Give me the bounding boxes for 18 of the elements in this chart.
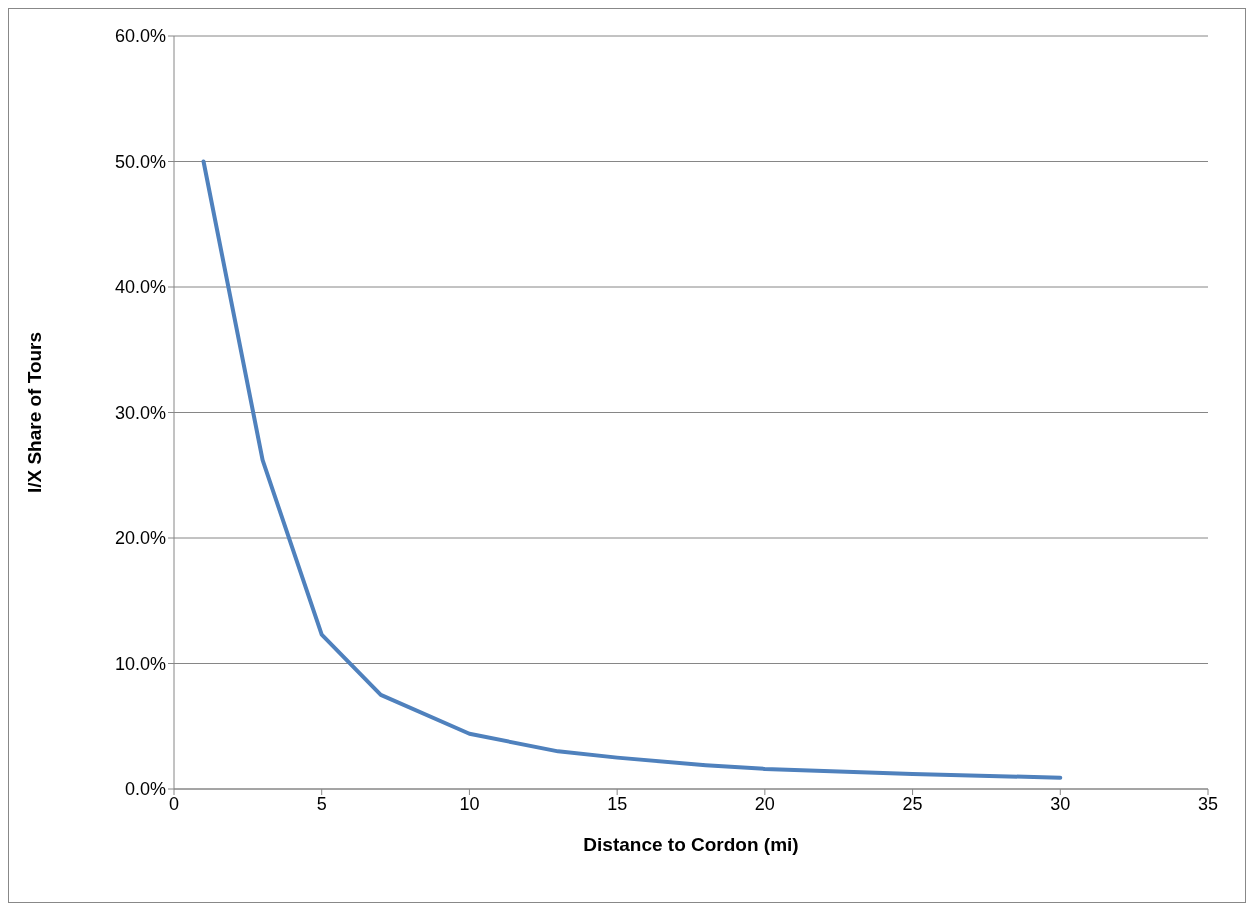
- y-tick-label: 30.0%: [114, 402, 166, 423]
- y-tick-label: 40.0%: [114, 277, 166, 298]
- x-tick-label: 35: [1197, 793, 1219, 814]
- y-tick-label: 0.0%: [124, 779, 166, 800]
- y-tick-label: 50.0%: [114, 151, 166, 172]
- x-tick-label: 0: [168, 793, 180, 814]
- x-axis-title: Distance to Cordon (mi): [583, 834, 799, 855]
- y-axis-title: I/X Share of Tours: [23, 331, 45, 494]
- x-tick-label: 5: [316, 793, 327, 814]
- x-tick-label: 20: [754, 793, 775, 814]
- x-tick-label: 25: [902, 793, 923, 814]
- y-tick-label: 10.0%: [114, 653, 166, 674]
- x-tick-label: 15: [607, 793, 628, 814]
- line-series: [201, 159, 1063, 780]
- y-tick-label: 60.0%: [114, 26, 166, 47]
- x-tick-label: 30: [1050, 793, 1071, 814]
- y-tick-label: 20.0%: [114, 528, 166, 549]
- x-tick-label: 10: [459, 793, 480, 814]
